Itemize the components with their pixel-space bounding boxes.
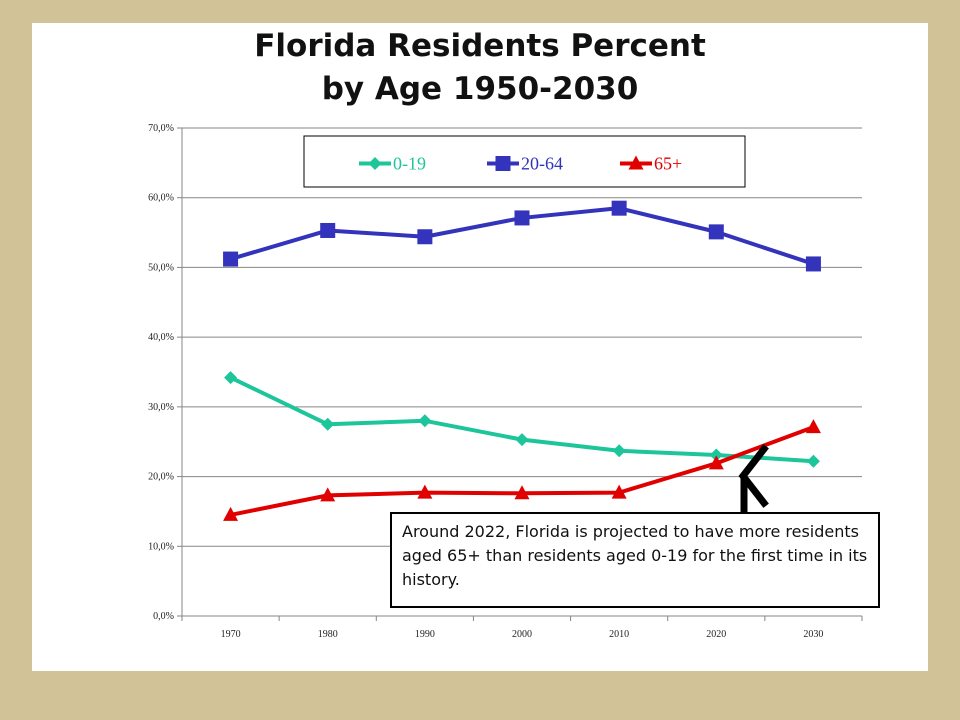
chart-title-line-2: by Age 1950-2030 [321,71,639,107]
x-tick-label: 1990 [415,629,435,640]
x-tick-label: 1970 [221,629,241,640]
y-tick-label: 20,0% [148,472,174,483]
legend-marker [628,155,644,170]
data-point-2064 [805,256,821,272]
data-point-2064 [514,210,530,226]
data-point-65 [223,506,239,521]
data-point-019 [612,444,626,458]
y-tick-label: 30,0% [148,402,174,413]
data-point-65 [417,484,433,499]
chart-title: Florida Residents Percent by Age 1950-20… [32,25,928,111]
line-chart: 0,0% 10,0% 20,0% 30,0% 40,0% 50,0% 60,0% 70,0% 1… [148,123,863,640]
data-point-65 [611,484,627,499]
data-point-2064 [708,224,724,240]
legend-marker [368,157,382,170]
y-tick-label: 0,0% [153,611,174,622]
x-tick-label: 2030 [803,629,823,640]
x-tick-label: 2020 [706,629,726,640]
data-point-019 [709,448,723,462]
data-point-2064 [223,251,239,267]
data-point-019 [321,417,335,431]
callout-arrow-head [738,444,769,508]
y-tick-label: 40,0% [148,332,174,343]
legend-label: 0-19 [393,154,426,174]
chart-title-line-1: Florida Residents Percent [254,28,706,64]
x-tick-label: 2010 [609,629,629,640]
x-tick-label: 2000 [512,629,532,640]
y-tick-label: 60,0% [148,193,174,204]
data-point-019 [515,433,529,447]
data-point-2064 [417,229,433,245]
data-point-65 [514,485,530,500]
data-point-65 [708,455,724,470]
x-tick-label: 1980 [318,629,338,640]
legend-label: 20-64 [521,154,563,174]
legend-marker [495,156,511,171]
legend-label: 65+ [654,154,682,174]
y-tick-label: 50,0% [148,262,174,273]
data-point-65 [805,419,821,434]
data-point-019 [418,414,432,428]
data-point-2064 [320,222,336,238]
y-tick-label: 70,0% [148,123,174,134]
annotation-callout: Around 2022, Florida is projected to hav… [390,512,880,608]
data-point-65 [320,487,336,502]
data-point-2064 [611,200,627,216]
y-tick-label: 10,0% [148,541,174,552]
series-line-019 [229,375,814,464]
data-point-019 [806,454,820,468]
data-point-019 [224,371,238,385]
slide: Florida Residents Percent by Age 1950-20… [32,23,928,671]
